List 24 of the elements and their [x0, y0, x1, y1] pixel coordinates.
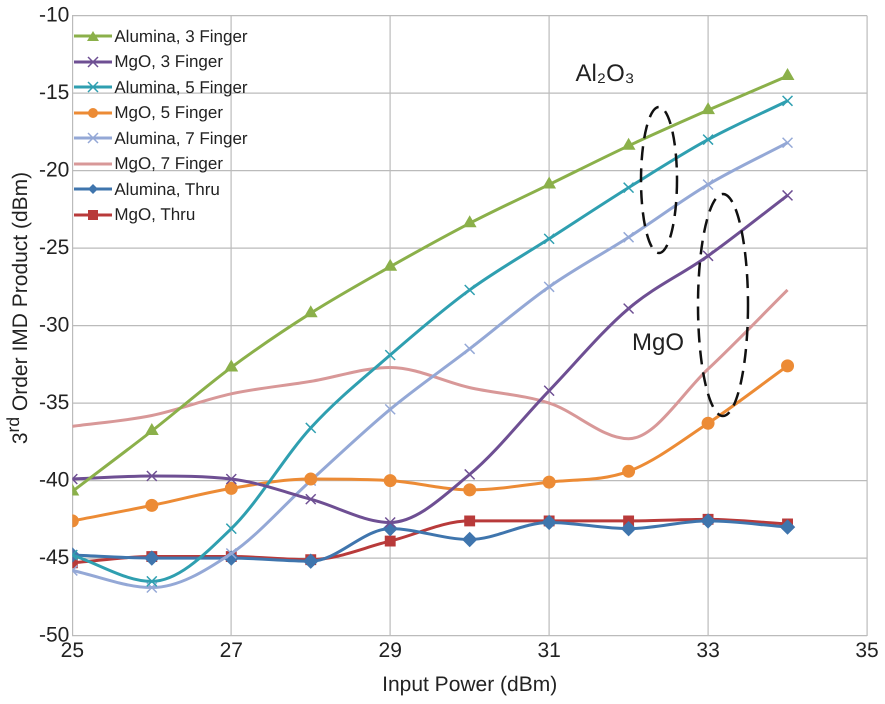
- legend-label: Alumina, Thru: [114, 178, 220, 201]
- y-tick-label: -25: [38, 236, 70, 259]
- annotation: MgO: [632, 329, 684, 357]
- legend-label: Alumina, 5 Finger: [114, 76, 248, 99]
- y-tick-label: -35: [38, 390, 70, 414]
- legend-label: MgO, Thru: [114, 204, 196, 226]
- y-tick-label: -45: [38, 546, 70, 569]
- x-tick-label: 31: [537, 638, 561, 662]
- legend-label: MgO, 7 Finger: [114, 153, 223, 176]
- legend-label: MgO, 5 Finger: [114, 102, 223, 124]
- x-tick-label: 27: [220, 638, 243, 662]
- x-tick-label: 35: [855, 638, 879, 662]
- x-tick-label: 29: [378, 638, 402, 662]
- legend-label: Alumina, 7 Finger: [114, 128, 248, 150]
- x-tick-label: 33: [696, 638, 720, 662]
- y-tick-label: -30: [38, 313, 70, 336]
- y-tick-label: -20: [38, 158, 70, 182]
- annotation: Al₂O₃: [575, 60, 635, 88]
- x-axis-title: Input Power (dBm): [382, 673, 558, 696]
- y-tick-label: -40: [38, 468, 70, 492]
- y-tick-label: -15: [38, 80, 70, 104]
- y-tick-label: -10: [38, 3, 70, 26]
- legend-label: MgO, 3 Finger: [114, 51, 223, 74]
- legend-label: Alumina, 3 Finger: [114, 26, 248, 48]
